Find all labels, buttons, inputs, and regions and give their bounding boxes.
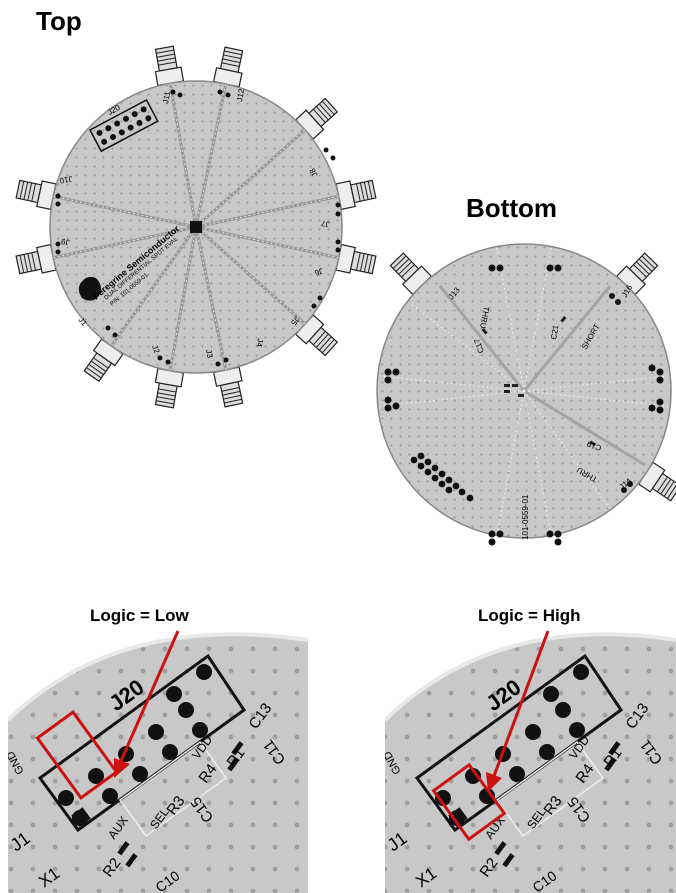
label-j12: J12 — [235, 88, 246, 103]
label-j9: J9 — [60, 236, 70, 246]
label-thru-top: THRU — [478, 306, 491, 330]
highlight-box-high — [431, 762, 507, 842]
label-j11: J11 — [161, 90, 172, 104]
label-j7: J7 — [320, 218, 330, 228]
arrowhead-low — [114, 758, 130, 778]
sma-connector-j11 — [150, 44, 185, 87]
arrowhead-high — [486, 772, 502, 792]
sma-connector-j3 — [150, 367, 185, 410]
label-j10: J10 — [58, 174, 73, 185]
logic-high-title: Logic = High — [478, 606, 581, 625]
top-j20-header: J20 — [88, 98, 159, 153]
bottom-view-title: Bottom — [466, 193, 557, 223]
pointer-arrow-high — [492, 630, 550, 777]
sma-connector-j10 — [14, 175, 57, 210]
sma-connector-j7 — [335, 175, 378, 210]
bottom-board-pads — [384, 264, 664, 546]
highlight-box-low — [35, 710, 119, 800]
bottom-header-pads — [410, 452, 474, 502]
label-j3: J3 — [204, 349, 214, 359]
top-view-title: Top — [36, 6, 82, 36]
sma-connector-j4 — [213, 366, 248, 409]
switch-ic — [190, 221, 202, 233]
top-board: J20 J11 J12 J8 J7 J6 J5 J4 J3 J2 J1 J9 J… — [14, 44, 378, 410]
bottom-board: J13 J16 J14 THRU THRU SHORT C17 C21 C19 … — [376, 243, 676, 546]
sma-connector-j6 — [335, 244, 378, 279]
label-j4: J4 — [254, 338, 264, 348]
label-j2: J2 — [150, 344, 162, 356]
label-c21: C21 — [549, 324, 561, 341]
detail-logic-high: J20 GND VDD R1 C13 C15 R4 R3 SEL AUX R2 … — [385, 630, 676, 893]
sma-connector-j9 — [14, 244, 57, 279]
pointer-arrow-low — [119, 630, 180, 762]
sma-connector-j12 — [213, 45, 248, 88]
label-j6: J6 — [313, 266, 325, 278]
bottom-part-number: 101-0559-01 — [521, 494, 530, 540]
detail-logic-low: J20 GND VDD R1 C13 C15 R4 R3 SEL AUX R2 … — [8, 630, 308, 893]
logic-low-title: Logic = Low — [90, 606, 189, 625]
